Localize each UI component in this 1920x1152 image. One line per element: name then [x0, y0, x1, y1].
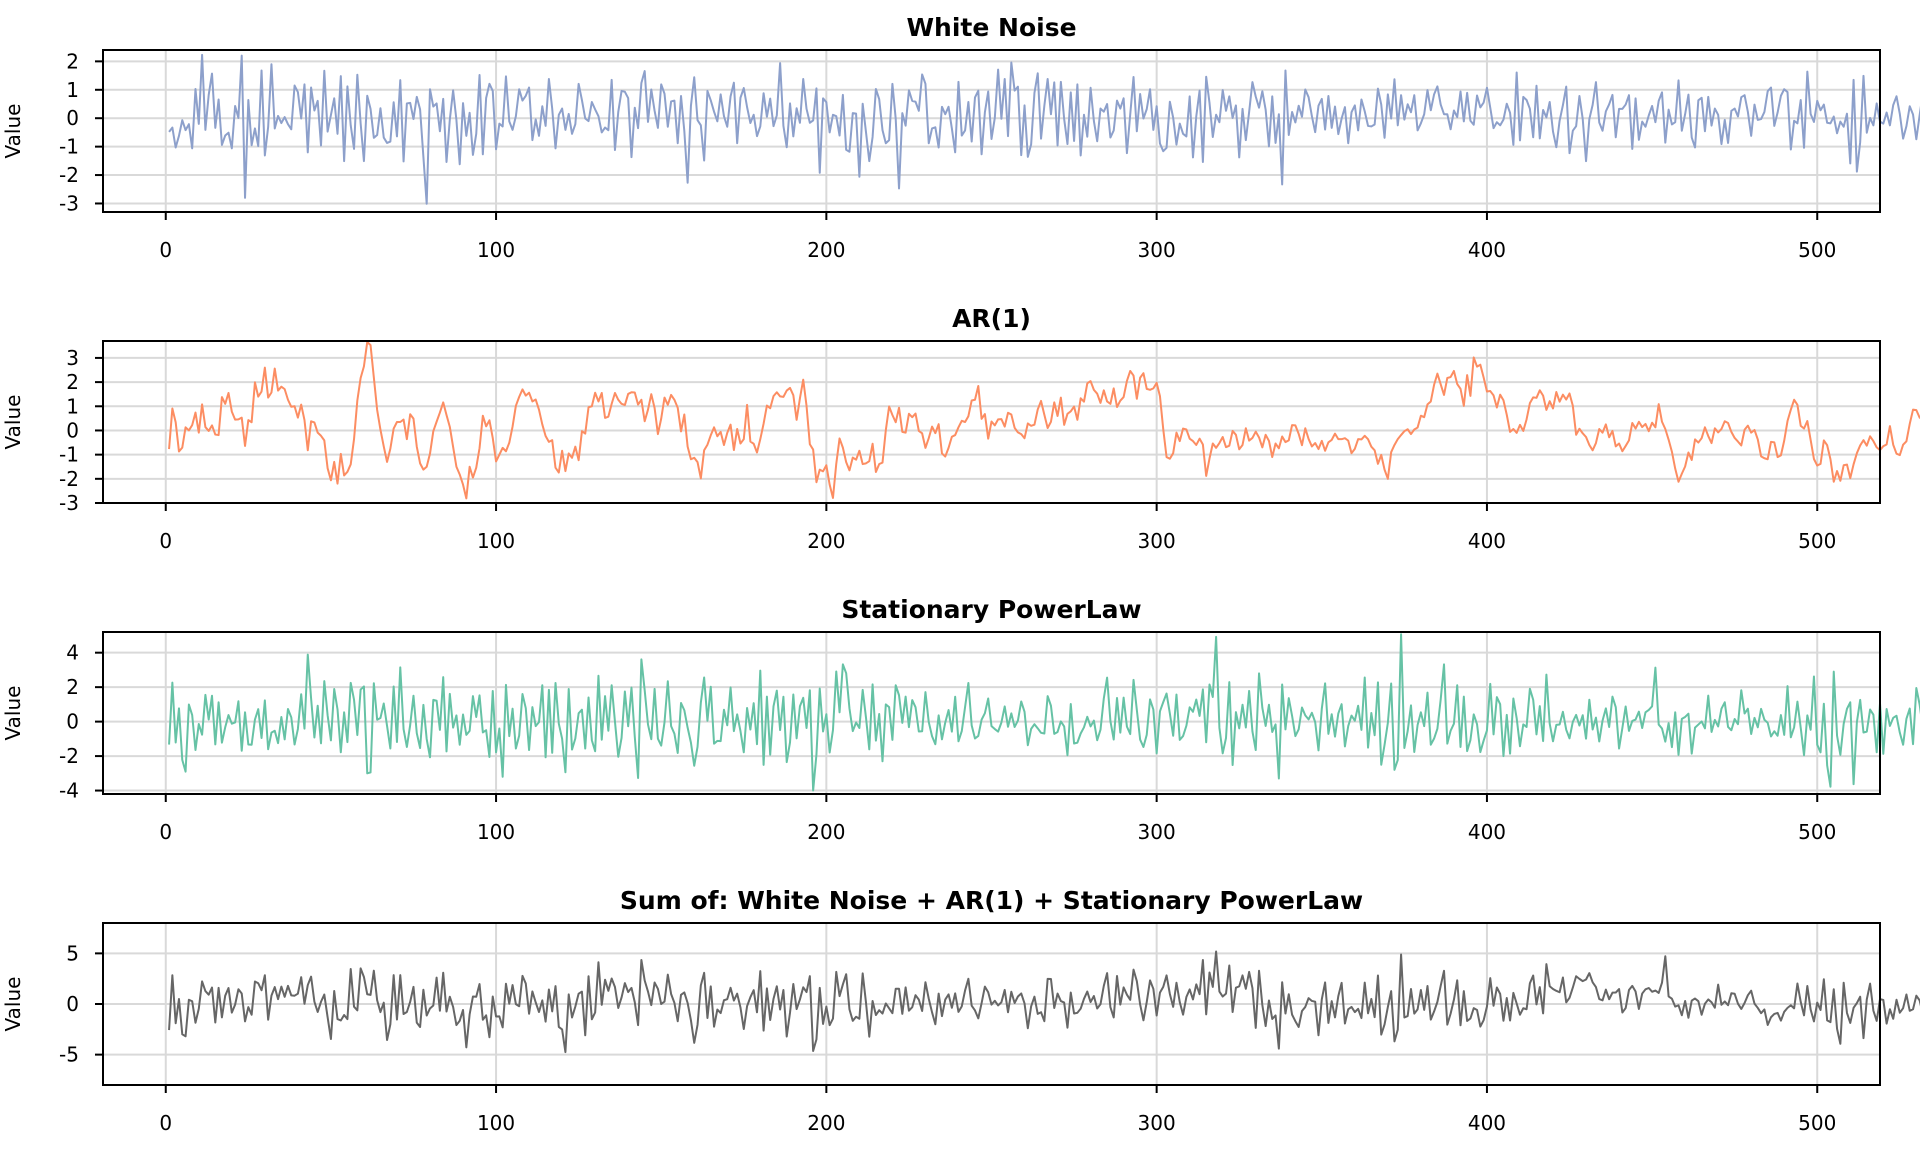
x-tick-label: 400	[1468, 820, 1506, 844]
y-tick-label: 1	[66, 394, 79, 418]
series-line	[168, 633, 1920, 792]
x-tick-label: 300	[1138, 820, 1176, 844]
x-tick-label: 500	[1798, 529, 1836, 553]
x-tick-label: 300	[1138, 1111, 1176, 1135]
x-tick-label: 100	[477, 238, 515, 262]
x-tick-label: 200	[807, 529, 845, 553]
x-tick-label: 100	[477, 529, 515, 553]
y-tick-label: 2	[66, 49, 79, 73]
chart-title: White Noise	[906, 13, 1076, 42]
x-tick-label: 400	[1468, 238, 1506, 262]
series-line	[168, 950, 1920, 1054]
y-tick-label: -5	[59, 1043, 79, 1067]
y-tick-label: -3	[59, 491, 79, 515]
chart-panel-3: Stationary PowerLaw 0 100 200 300 400 500 -4 -2 0…	[1, 595, 1920, 844]
y-tick-label: -4	[59, 779, 79, 803]
x-tick-label: 500	[1798, 238, 1836, 262]
x-tick-label: 500	[1798, 1111, 1836, 1135]
y-tick-label: 2	[66, 675, 79, 699]
x-tick-label: 100	[477, 1111, 515, 1135]
x-tick-label: 0	[159, 1111, 172, 1135]
y-tick-label: 3	[66, 346, 79, 370]
x-tick-label: 200	[807, 238, 845, 262]
y-axis-label: Value	[1, 104, 25, 159]
chart-panel-4: Sum of: White Noise + AR(1) + Stationary…	[1, 886, 1920, 1135]
chart-title: AR(1)	[952, 304, 1031, 333]
chart-panel-1: White Noise 0 100 200 300 400 500 -3 -2 -1 0 1 2 Valu…	[1, 13, 1920, 262]
y-tick-label: 0	[66, 710, 79, 734]
x-tick-label: 0	[159, 529, 172, 553]
plot-frame	[102, 49, 1881, 213]
chart-title: Sum of: White Noise + AR(1) + Stationary…	[620, 886, 1363, 915]
y-tick-label: -1	[59, 443, 79, 467]
chart-title: Stationary PowerLaw	[841, 595, 1141, 624]
x-tick-label: 0	[159, 820, 172, 844]
x-tick-label: 100	[477, 820, 515, 844]
y-tick-label: -2	[59, 744, 79, 768]
y-tick-label: -2	[59, 163, 79, 187]
series-line	[168, 340, 1920, 500]
plot-frame	[102, 340, 1881, 504]
x-tick-label: 200	[807, 1111, 845, 1135]
x-tick-label: 500	[1798, 820, 1836, 844]
y-axis-label: Value	[1, 395, 25, 450]
x-tick-label: 300	[1138, 238, 1176, 262]
y-tick-label: 4	[66, 641, 79, 665]
x-tick-label: 400	[1468, 529, 1506, 553]
y-tick-label: 1	[66, 78, 79, 102]
y-tick-label: 5	[66, 941, 79, 965]
y-axis-label: Value	[1, 977, 25, 1032]
y-axis-label: Value	[1, 686, 25, 741]
y-tick-label: 0	[66, 418, 79, 442]
plot-frame	[102, 631, 1881, 795]
y-tick-label: -3	[59, 191, 79, 215]
y-tick-label: 0	[66, 106, 79, 130]
x-tick-label: 0	[159, 238, 172, 262]
x-tick-label: 300	[1138, 529, 1176, 553]
series-line	[168, 53, 1920, 205]
y-tick-label: -1	[59, 135, 79, 159]
y-tick-label: 0	[66, 992, 79, 1016]
x-tick-label: 200	[807, 820, 845, 844]
y-tick-label: 2	[66, 370, 79, 394]
y-tick-label: -2	[59, 467, 79, 491]
x-tick-label: 400	[1468, 1111, 1506, 1135]
